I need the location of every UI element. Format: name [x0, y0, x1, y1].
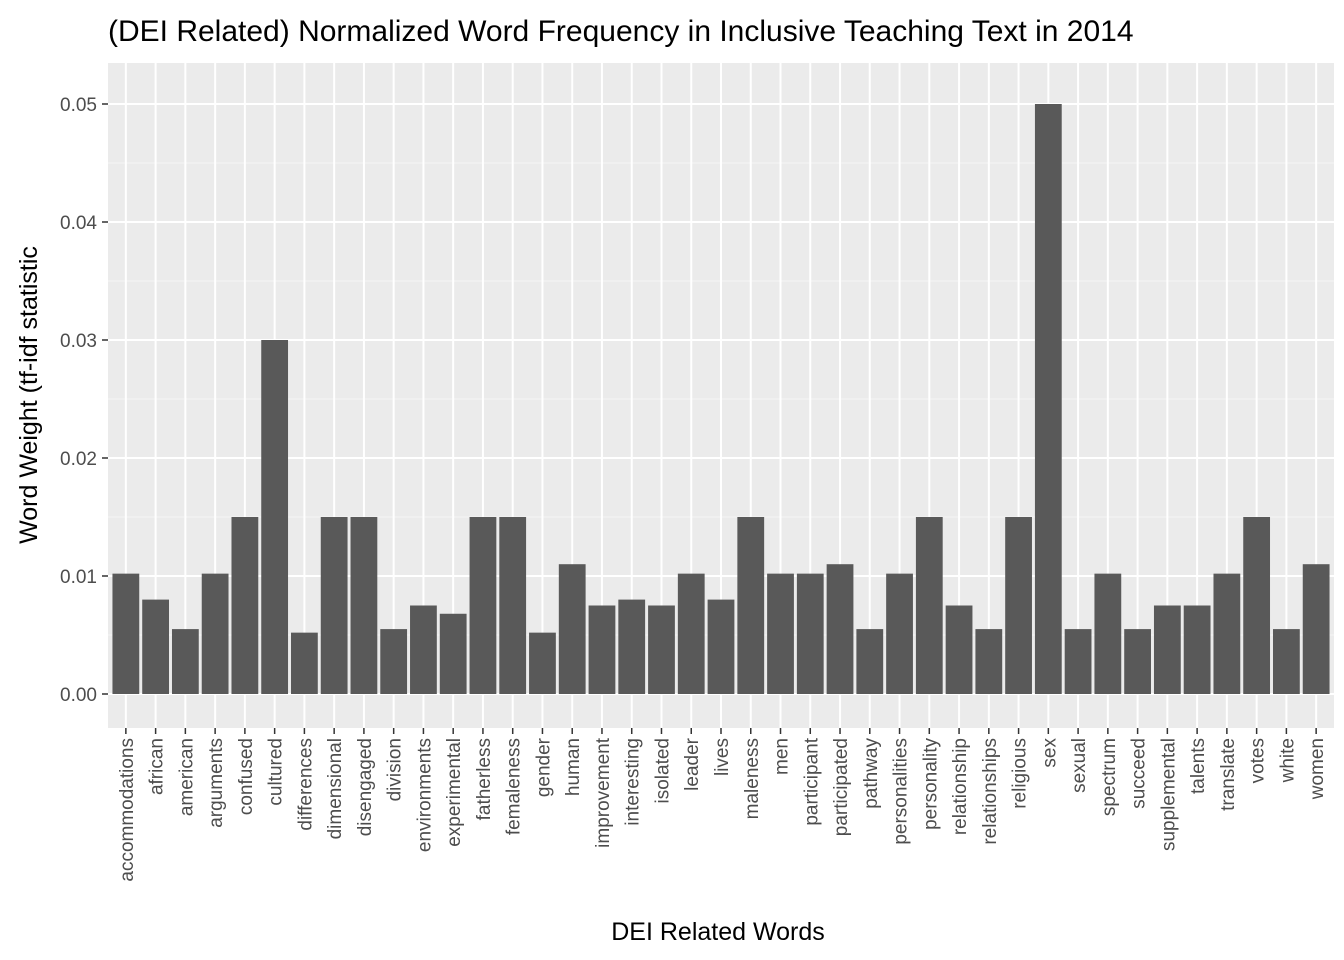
- bar-african: [142, 599, 170, 694]
- x-tick-label-human: human: [563, 738, 584, 796]
- x-tick-label-relationships: relationships: [980, 738, 1001, 845]
- x-tick-label-succeed: succeed: [1129, 738, 1150, 809]
- x-tick-label-femaleness: femaleness: [504, 738, 525, 835]
- x-tick-label-participant: participant: [801, 737, 822, 825]
- x-tick-label-environments: environments: [414, 738, 435, 852]
- bar-votes: [1243, 517, 1271, 694]
- bar-participated: [826, 564, 854, 694]
- x-tick-label-lives: lives: [712, 738, 733, 776]
- bar-maleness: [737, 517, 765, 694]
- x-tick-label-division: division: [385, 738, 406, 801]
- bar-fatherless: [469, 517, 497, 694]
- bar-personality: [915, 517, 943, 694]
- x-tick-label-personalities: personalities: [891, 738, 912, 845]
- x-tick-label-translate: translate: [1218, 738, 1239, 811]
- bar-experimental: [439, 613, 467, 694]
- x-tick-label-men: men: [772, 738, 793, 775]
- x-tick-label-confused: confused: [236, 738, 257, 815]
- x-tick-label-cultured: cultured: [266, 738, 287, 806]
- bar-religious: [1005, 517, 1032, 694]
- bar-participant: [796, 573, 824, 694]
- bar-sexual: [1064, 629, 1092, 694]
- x-tick-label-arguments: arguments: [206, 738, 227, 828]
- x-tick-label-maleness: maleness: [742, 738, 763, 819]
- bar-lives: [707, 599, 735, 694]
- x-axis: accommodations african american arguments co…: [117, 728, 1328, 882]
- x-tick-label-interesting: interesting: [623, 738, 644, 826]
- bar-white: [1272, 629, 1300, 694]
- bar-personalities: [886, 573, 913, 694]
- bar-dimensional: [320, 517, 348, 694]
- bar-accommodations: [112, 573, 140, 694]
- x-tick-label-women: women: [1307, 738, 1328, 800]
- bar-arguments: [201, 573, 229, 694]
- bar-femaleness: [499, 517, 527, 694]
- x-tick-label-supplemental: supplemental: [1158, 738, 1179, 851]
- x-tick-label-leader: leader: [682, 737, 703, 790]
- x-tick-label-pathway: pathway: [861, 738, 882, 809]
- x-axis-title: DEI Related Words: [611, 918, 825, 946]
- bar-relationships: [975, 629, 1003, 694]
- bar-supplemental: [1153, 605, 1181, 694]
- bar-succeed: [1124, 629, 1151, 694]
- bar-spectrum: [1094, 573, 1122, 694]
- x-tick-label-talents: talents: [1188, 738, 1209, 794]
- bar-translate: [1213, 573, 1241, 694]
- x-tick-label-spectrum: spectrum: [1099, 738, 1120, 816]
- bar-environments: [410, 605, 437, 694]
- bar-sex: [1034, 104, 1062, 694]
- bar-disengaged: [350, 517, 378, 694]
- bars: [112, 104, 1330, 694]
- bar-division: [380, 629, 408, 694]
- x-tick-label-gender: gender: [533, 737, 554, 797]
- bar-confused: [231, 517, 259, 694]
- bar-talents: [1183, 605, 1211, 694]
- x-tick-label-differences: differences: [295, 738, 316, 831]
- x-tick-label-sexual: sexual: [1069, 738, 1090, 793]
- y-tick-label: 0.01: [60, 567, 97, 588]
- x-tick-label-participated: participated: [831, 738, 852, 836]
- y-tick-label: 0.03: [60, 331, 97, 352]
- bar-leader: [677, 573, 705, 694]
- bar-men: [767, 573, 794, 694]
- y-axis: 0.00 0.01 0.02 0.03 0.04 0.05: [60, 95, 108, 706]
- x-tick-label-personality: personality: [920, 738, 941, 830]
- x-tick-label-isolated: isolated: [652, 738, 673, 804]
- x-tick-label-dimensional: dimensional: [325, 738, 346, 839]
- x-tick-label-votes: votes: [1248, 738, 1269, 783]
- x-tick-label-disengaged: disengaged: [355, 738, 376, 836]
- x-tick-label-improvement: improvement: [593, 737, 614, 848]
- bar-interesting: [618, 599, 646, 694]
- x-tick-label-sex: sex: [1039, 738, 1060, 768]
- x-tick-label-white: white: [1277, 738, 1298, 783]
- chart-title: (DEI Related) Normalized Word Frequency …: [108, 15, 1134, 48]
- x-tick-label-fatherless: fatherless: [474, 738, 495, 820]
- y-tick-label: 0.00: [60, 685, 97, 706]
- bar-american: [171, 629, 199, 694]
- bar-pathway: [856, 629, 884, 694]
- x-tick-label-african: african: [147, 738, 168, 795]
- x-tick-label-relationship: relationship: [950, 738, 971, 835]
- x-tick-label-american: american: [176, 738, 197, 816]
- bar-isolated: [648, 605, 675, 694]
- y-tick-label: 0.02: [60, 449, 97, 470]
- bar-women: [1302, 564, 1330, 694]
- x-tick-label-accommodations: accommodations: [117, 738, 138, 882]
- y-tick-label: 0.05: [60, 95, 97, 116]
- bar-human: [558, 564, 586, 694]
- bar-relationship: [945, 605, 973, 694]
- x-tick-label-religious: religious: [1010, 738, 1031, 809]
- bar-improvement: [588, 605, 616, 694]
- bar-cultured: [261, 340, 289, 694]
- bar-gender: [529, 632, 556, 694]
- y-axis-title: Word Weight (tf-idf statistic: [15, 246, 43, 544]
- x-tick-label-experimental: experimental: [444, 738, 465, 847]
- y-tick-label: 0.04: [60, 213, 97, 234]
- bar-differences: [291, 632, 318, 694]
